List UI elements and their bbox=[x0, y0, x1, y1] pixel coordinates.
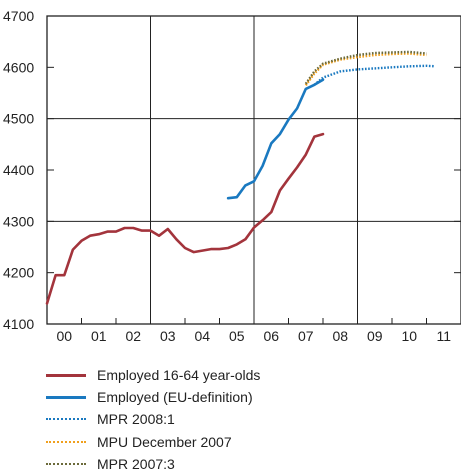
legend-item-employed-eu-definition: Employed (EU-definition) bbox=[46, 386, 260, 408]
legend-item-employed-16-64-year-olds: Employed 16-64 year-olds bbox=[46, 364, 260, 386]
series-line-employed-eu-definition bbox=[226, 78, 325, 200]
x-tick-label: 09 bbox=[367, 328, 383, 344]
gridlines bbox=[47, 16, 461, 324]
x-tick-label: 01 bbox=[91, 328, 107, 344]
y-tick-label: 4500 bbox=[3, 111, 34, 127]
legend-label: MPR 2008:1 bbox=[97, 411, 175, 428]
legend-label: Employed (EU-definition) bbox=[97, 389, 253, 406]
series-line-employed-16-64-year-olds bbox=[45, 132, 325, 305]
y-tick-label: 4100 bbox=[3, 316, 34, 332]
x-tick-label: 03 bbox=[160, 328, 176, 344]
legend-swatch bbox=[46, 440, 86, 443]
x-axis-tick-labels: 00 01 02 03 04 05 06 07 08 09 10 11 bbox=[56, 328, 451, 344]
axis-ticks bbox=[47, 15, 461, 325]
legend-swatch bbox=[46, 373, 86, 377]
legend-item-mpr-2007-3: MPR 2007:3 bbox=[46, 453, 260, 475]
legend-item-mpr-2008-1: MPR 2008:1 bbox=[46, 408, 260, 430]
y-tick-label: 4600 bbox=[3, 59, 34, 75]
x-tick-label: 11 bbox=[436, 328, 451, 344]
legend: Employed 16-64 year-olds Employed (EU-def… bbox=[46, 364, 260, 475]
x-tick-label: 04 bbox=[194, 328, 210, 344]
x-tick-label: 07 bbox=[298, 328, 314, 344]
legend-swatch bbox=[46, 418, 86, 421]
x-tick-label: 02 bbox=[125, 328, 141, 344]
x-tick-label: 08 bbox=[332, 328, 348, 344]
y-tick-label: 4300 bbox=[3, 213, 34, 229]
x-tick-label: 05 bbox=[229, 328, 245, 344]
y-tick-label: 4200 bbox=[3, 265, 34, 281]
x-tick-label: 10 bbox=[401, 328, 417, 344]
x-tick-label: 00 bbox=[56, 328, 72, 344]
legend-label: MPU December 2007 bbox=[97, 433, 232, 450]
y-axis-tick-labels: 4100 4200 4300 4400 4500 4600 4700 bbox=[3, 8, 34, 332]
legend-swatch bbox=[46, 395, 86, 399]
legend-label: MPR 2007:3 bbox=[97, 455, 175, 472]
series-line-mpr-2008-1 bbox=[313, 64, 436, 86]
legend-item-mpu-december-2007: MPU December 2007 bbox=[46, 431, 260, 453]
x-tick-label: 06 bbox=[263, 328, 279, 344]
series-line-mpr-2007-3 bbox=[304, 50, 427, 85]
y-tick-label: 4700 bbox=[3, 8, 34, 24]
legend-label: Employed 16-64 year-olds bbox=[97, 367, 261, 384]
legend-swatch bbox=[46, 462, 86, 465]
y-tick-label: 4400 bbox=[3, 162, 34, 178]
series-line-mpu-december-2007 bbox=[304, 52, 427, 87]
series-lines bbox=[45, 50, 436, 305]
